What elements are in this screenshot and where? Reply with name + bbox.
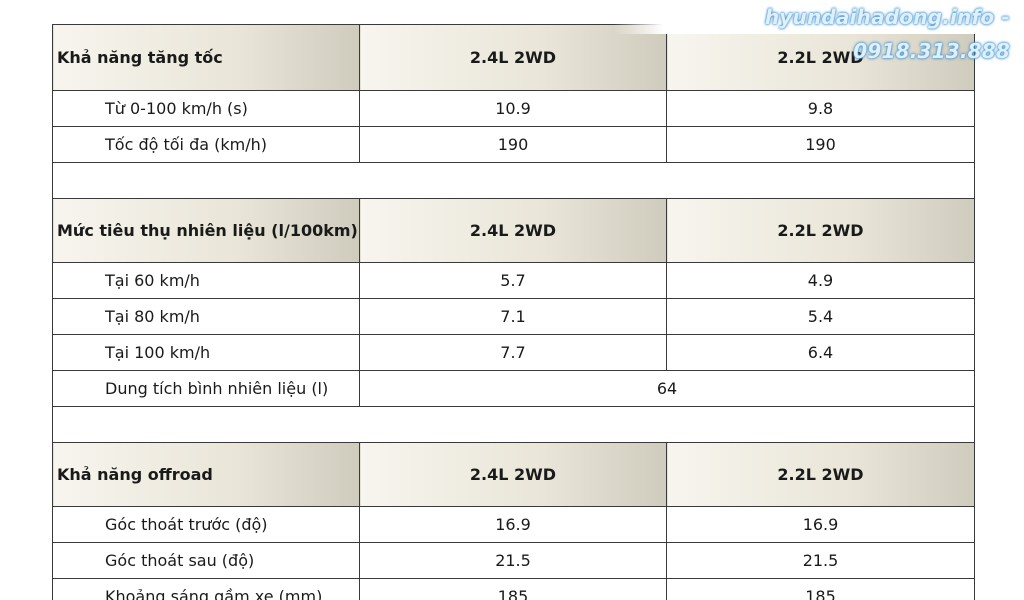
row-value-2-4l: 7.1 bbox=[359, 298, 667, 335]
column-header-2-2l: 2.2L 2WD bbox=[666, 442, 975, 507]
table-row-fuel-tank: Dung tích bình nhiên liệu (l) 64 bbox=[52, 370, 975, 407]
table-row: Khoảng sáng gầm xe (mm) 185 185 bbox=[52, 578, 975, 600]
row-label: Từ 0-100 km/h (s) bbox=[52, 90, 360, 127]
row-value-2-4l: 7.7 bbox=[359, 334, 667, 371]
column-header-2-4l: 2.4L 2WD bbox=[359, 442, 667, 507]
section-header-offroad: Khả năng offroad 2.4L 2WD 2.2L 2WD bbox=[52, 442, 975, 507]
row-value-2-2l: 4.9 bbox=[666, 262, 975, 299]
row-value-2-2l: 21.5 bbox=[666, 542, 975, 579]
row-value-2-4l: 5.7 bbox=[359, 262, 667, 299]
table-row: Tại 100 km/h 7.7 6.4 bbox=[52, 334, 975, 371]
column-header-2-2l: 2.2L 2WD bbox=[666, 198, 975, 263]
row-value-2-4l: 185 bbox=[359, 578, 667, 600]
spec-table: Khả năng tăng tốc 2.4L 2WD 2.2L 2WD Từ 0… bbox=[52, 24, 975, 600]
column-header-2-2l: 2.2L 2WD bbox=[666, 24, 975, 91]
spacer-row bbox=[52, 406, 975, 443]
site-watermark: hyundaihadong.info - 0918.313.888 bbox=[614, 0, 1024, 63]
row-value-2-4l: 190 bbox=[359, 126, 667, 163]
table-row: Góc thoát sau (độ) 21.5 21.5 bbox=[52, 542, 975, 579]
table-row: Tốc độ tối đa (km/h) 190 190 bbox=[52, 126, 975, 163]
section-title: Mức tiêu thụ nhiên liệu (l/100km) bbox=[52, 198, 360, 263]
row-label: Tại 80 km/h bbox=[52, 298, 360, 335]
row-value-2-4l: 10.9 bbox=[359, 90, 667, 127]
row-label: Góc thoát trước (độ) bbox=[52, 506, 360, 543]
table-row: Từ 0-100 km/h (s) 10.9 9.8 bbox=[52, 90, 975, 127]
row-value-2-4l: 16.9 bbox=[359, 506, 667, 543]
row-value-2-2l: 190 bbox=[666, 126, 975, 163]
row-label: Tốc độ tối đa (km/h) bbox=[52, 126, 360, 163]
table-row: Tại 80 km/h 7.1 5.4 bbox=[52, 298, 975, 335]
row-value-2-2l: 5.4 bbox=[666, 298, 975, 335]
column-header-2-4l: 2.4L 2WD bbox=[359, 198, 667, 263]
row-label: Góc thoát sau (độ) bbox=[52, 542, 360, 579]
row-label: Tại 100 km/h bbox=[52, 334, 360, 371]
row-value-2-2l: 16.9 bbox=[666, 506, 975, 543]
section-header-acceleration: Khả năng tăng tốc 2.4L 2WD 2.2L 2WD bbox=[52, 24, 975, 91]
table-row: Góc thoát trước (độ) 16.9 16.9 bbox=[52, 506, 975, 543]
section-title: Khả năng offroad bbox=[52, 442, 360, 507]
table-row: Tại 60 km/h 5.7 4.9 bbox=[52, 262, 975, 299]
column-header-2-4l: 2.4L 2WD bbox=[359, 24, 667, 91]
row-value-2-4l: 21.5 bbox=[359, 542, 667, 579]
row-label: Dung tích bình nhiên liệu (l) bbox=[52, 370, 360, 407]
row-value-merged: 64 bbox=[359, 370, 975, 407]
section-header-fuel-consumption: Mức tiêu thụ nhiên liệu (l/100km) 2.4L 2… bbox=[52, 198, 975, 263]
row-value-2-2l: 185 bbox=[666, 578, 975, 600]
spacer-row bbox=[52, 162, 975, 199]
row-label: Tại 60 km/h bbox=[52, 262, 360, 299]
row-label: Khoảng sáng gầm xe (mm) bbox=[52, 578, 360, 600]
spacer-cell bbox=[52, 162, 975, 199]
row-value-2-2l: 6.4 bbox=[666, 334, 975, 371]
row-value-2-2l: 9.8 bbox=[666, 90, 975, 127]
section-title: Khả năng tăng tốc bbox=[52, 24, 360, 91]
spacer-cell bbox=[52, 406, 975, 443]
